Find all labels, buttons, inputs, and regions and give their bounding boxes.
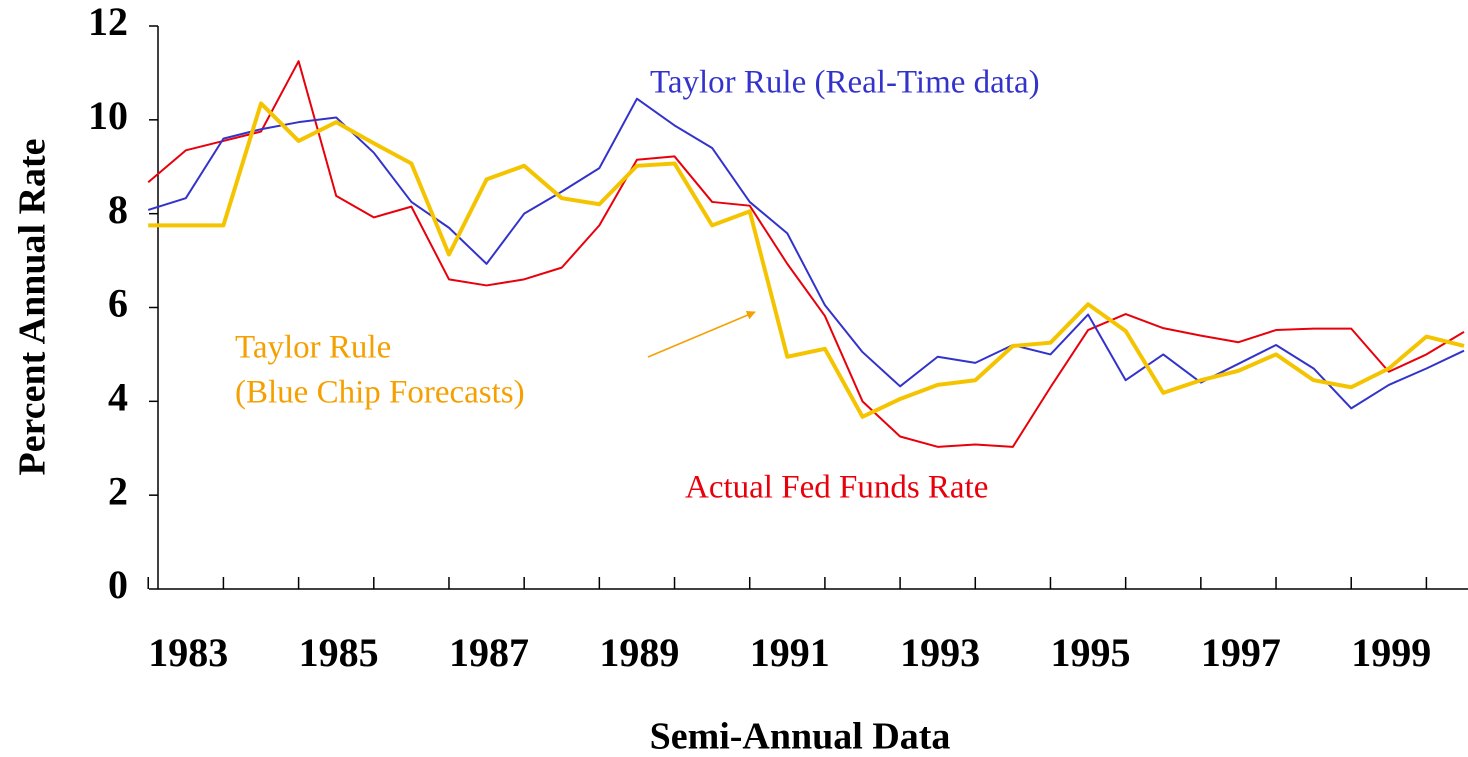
- x-tick-label: 1997: [1201, 630, 1281, 675]
- x-tick-label: 1991: [750, 630, 830, 675]
- x-tick-label: 1993: [900, 630, 980, 675]
- annotation: Taylor Rule: [235, 330, 391, 366]
- annotation-arrow: [647, 310, 756, 358]
- annotation: Taylor Rule (Real-Time data): [650, 65, 1040, 101]
- y-tick-label: 10: [88, 93, 128, 138]
- y-axis-label: Percent Annual Rate: [12, 138, 54, 475]
- x-tick-label: 1999: [1351, 630, 1431, 675]
- y-tick-label: 8: [108, 187, 128, 232]
- y-tick-label: 6: [108, 281, 128, 326]
- x-tick-label: 1987: [449, 630, 529, 675]
- x-tick-label: 1985: [299, 630, 379, 675]
- y-tick-label: 2: [108, 468, 128, 513]
- x-tick-label: 1995: [1050, 630, 1130, 675]
- annotation: Actual Fed Funds Rate: [685, 470, 988, 506]
- y-tick-label: 0: [108, 562, 128, 607]
- x-tick-label: 1983: [148, 630, 228, 675]
- series-line: [148, 101, 1465, 419]
- y-tick-label: 4: [108, 375, 128, 420]
- annotation: (Blue Chip Forecasts): [235, 375, 525, 411]
- series-line: [147, 97, 1465, 410]
- x-axis-label: Semi-Annual Data: [650, 716, 951, 757]
- x-tick-label: 1989: [599, 630, 679, 675]
- y-tick-label: 12: [88, 0, 128, 44]
- series-line: [147, 60, 1465, 448]
